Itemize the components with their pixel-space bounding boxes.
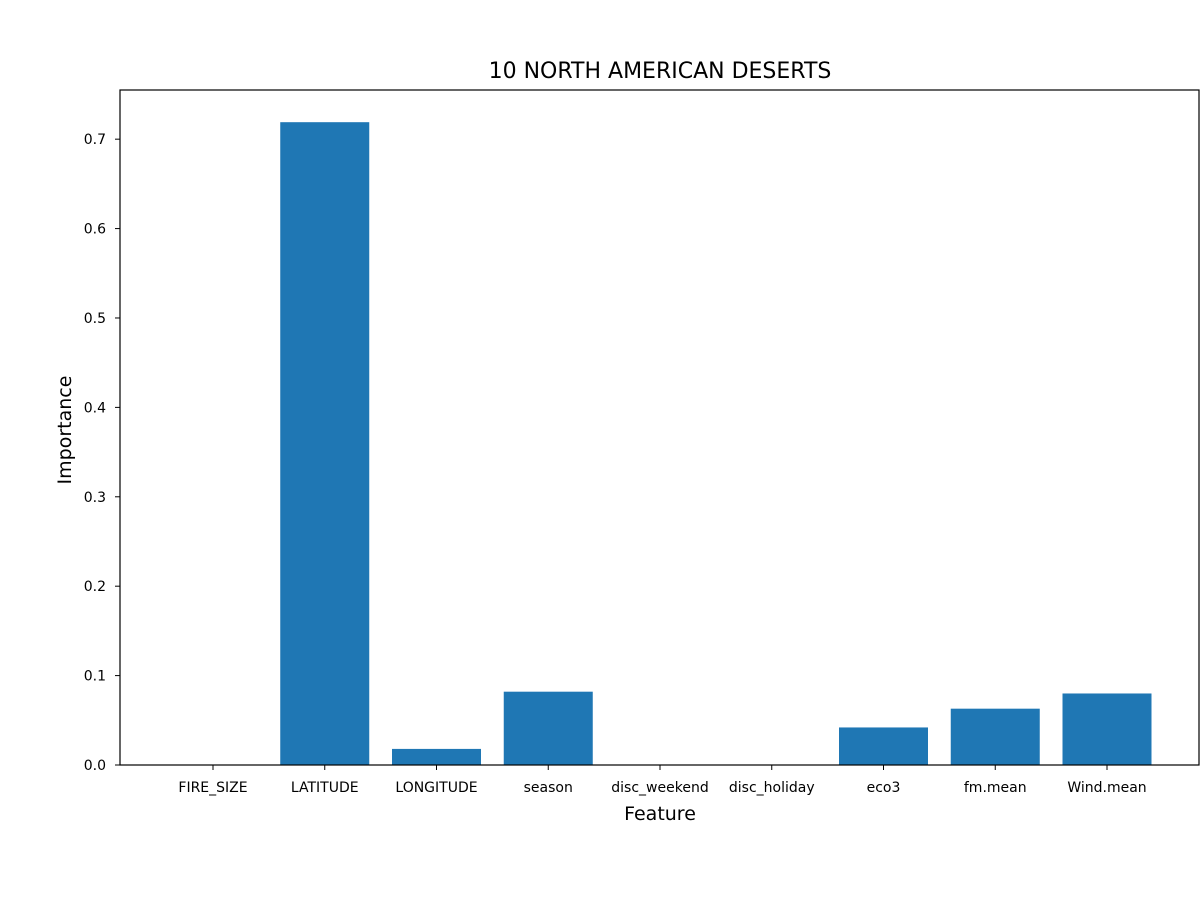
bar-season [503, 691, 593, 765]
bar-longitude [392, 748, 481, 765]
x-tick-label: LONGITUDE [395, 780, 477, 796]
y-tick-label: 0.2 [84, 579, 106, 595]
x-tick-label: LATITUDE [291, 780, 359, 796]
y-tick-label: 0.7 [84, 132, 106, 148]
x-axis-label: Feature [624, 803, 696, 825]
bar-wind-mean [1062, 693, 1152, 765]
bars-layer [280, 122, 1152, 765]
x-tick-label: fm.mean [964, 780, 1027, 796]
y-tick-label: 0.5 [84, 311, 106, 327]
plot-frame [119, 89, 1200, 766]
y-tick-label: 0.0 [84, 758, 106, 774]
bar-eco3 [839, 727, 928, 765]
y-tick-label: 0.4 [84, 400, 106, 416]
y-axis-label: Importance [54, 376, 76, 485]
x-tick-label: Wind.mean [1067, 780, 1146, 796]
x-tick-label: season [524, 780, 573, 796]
bar-latitude [280, 122, 370, 765]
y-tick-label: 0.3 [84, 490, 106, 506]
y-tick-label: 0.6 [84, 222, 106, 238]
bar-fm-mean [950, 708, 1040, 765]
x-tick-label: disc_weekend [611, 780, 708, 796]
x-tick-label: FIRE_SIZE [178, 780, 247, 796]
ticks-layer: FIRE_SIZE LATITUDE LONGITUDE season disc_wee… [84, 132, 1147, 796]
x-tick-label: eco3 [867, 780, 901, 796]
chart-title: 10 NORTH AMERICAN DESERTS [489, 59, 832, 84]
x-tick-label: disc_holiday [729, 780, 815, 796]
y-tick-label: 0.1 [84, 669, 106, 685]
